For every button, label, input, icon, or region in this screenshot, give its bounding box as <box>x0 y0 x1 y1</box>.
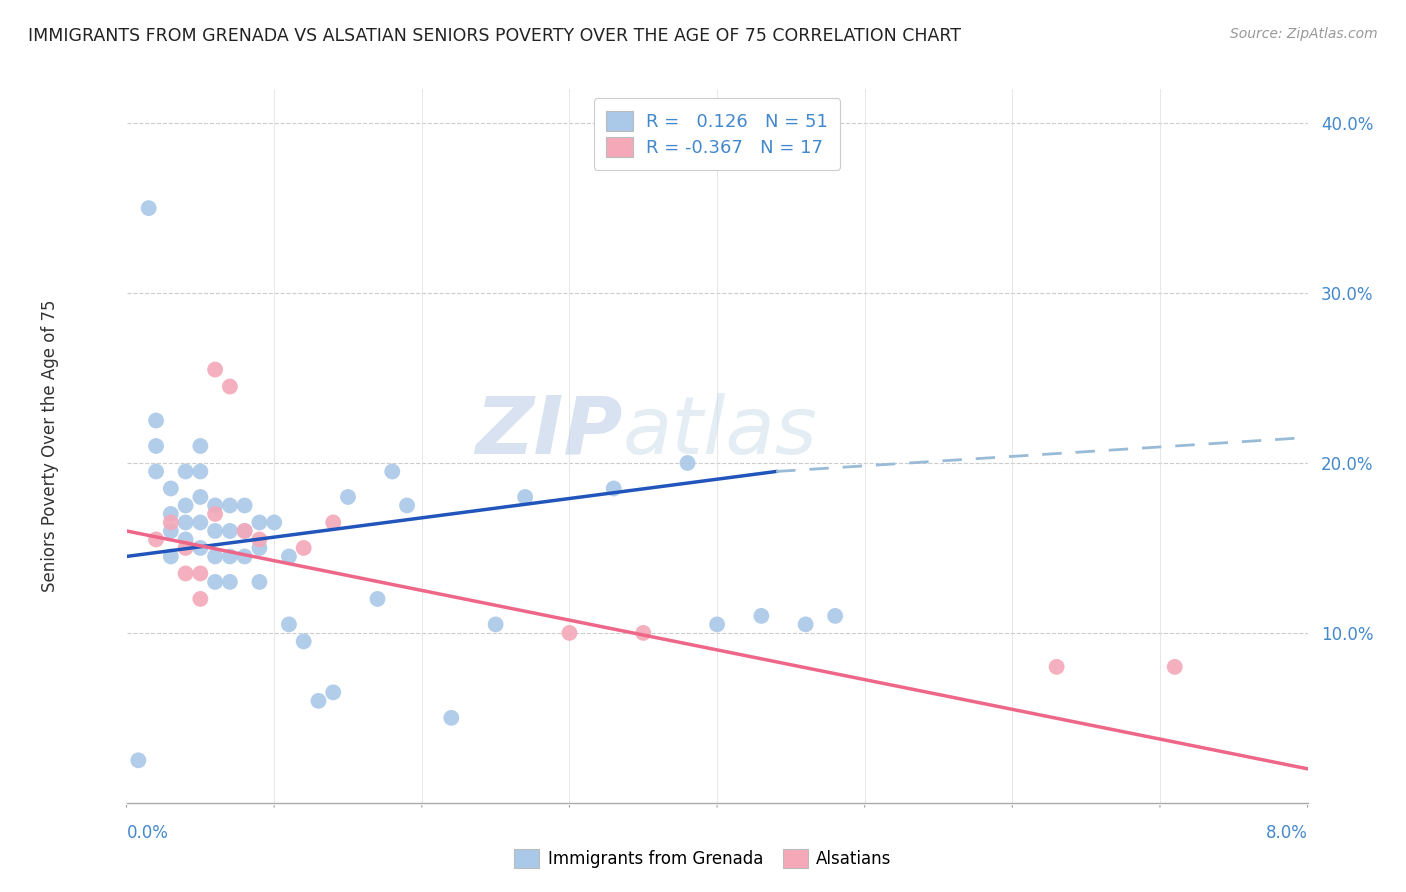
Text: atlas: atlas <box>623 392 817 471</box>
Point <box>322 516 344 530</box>
Point <box>160 549 183 564</box>
Point <box>396 499 419 513</box>
Point <box>247 541 270 555</box>
Point <box>160 524 183 538</box>
Point <box>558 626 581 640</box>
Point <box>145 465 167 479</box>
Point <box>174 465 197 479</box>
Point <box>174 499 197 513</box>
Point <box>278 617 301 632</box>
Legend: R =   0.126   N = 51, R = -0.367   N = 17: R = 0.126 N = 51, R = -0.367 N = 17 <box>593 98 841 169</box>
Point <box>603 482 626 496</box>
Point <box>204 362 226 376</box>
Point <box>292 541 315 555</box>
Point <box>188 516 211 530</box>
Point <box>174 566 197 581</box>
Point <box>219 379 242 393</box>
Point <box>337 490 360 504</box>
Point <box>145 439 167 453</box>
Point <box>440 711 463 725</box>
Point <box>233 549 256 564</box>
Point <box>188 591 211 606</box>
Point <box>188 541 211 555</box>
Point <box>204 499 226 513</box>
Point <box>174 533 197 547</box>
Point <box>307 694 329 708</box>
Point <box>233 524 256 538</box>
Point <box>219 524 242 538</box>
Point <box>1045 660 1069 674</box>
Point <box>188 465 211 479</box>
Point <box>247 516 270 530</box>
Point <box>138 201 160 215</box>
Point <box>174 541 197 555</box>
Point <box>188 566 211 581</box>
Point <box>322 685 344 699</box>
Point <box>145 413 167 427</box>
Point <box>188 439 211 453</box>
Point <box>676 456 699 470</box>
Point <box>751 608 773 623</box>
Point <box>160 507 183 521</box>
Point <box>204 549 226 564</box>
Point <box>204 524 226 538</box>
Text: IMMIGRANTS FROM GRENADA VS ALSATIAN SENIORS POVERTY OVER THE AGE OF 75 CORRELATI: IMMIGRANTS FROM GRENADA VS ALSATIAN SENI… <box>28 27 962 45</box>
Point <box>233 524 256 538</box>
Point <box>247 533 270 547</box>
Point <box>145 533 167 547</box>
Point <box>1164 660 1187 674</box>
Text: Source: ZipAtlas.com: Source: ZipAtlas.com <box>1230 27 1378 41</box>
Point <box>247 574 270 589</box>
Point <box>366 591 388 606</box>
Point <box>160 516 183 530</box>
Point <box>794 617 817 632</box>
Point <box>219 574 242 589</box>
Point <box>278 549 301 564</box>
Point <box>484 617 508 632</box>
Text: Seniors Poverty Over the Age of 75: Seniors Poverty Over the Age of 75 <box>41 300 59 592</box>
Point <box>515 490 537 504</box>
Point <box>633 626 655 640</box>
Point <box>263 516 285 530</box>
Point <box>381 465 404 479</box>
Point <box>706 617 728 632</box>
Text: ZIP: ZIP <box>475 392 623 471</box>
Point <box>219 549 242 564</box>
Point <box>188 490 211 504</box>
Point <box>127 753 149 767</box>
Text: 8.0%: 8.0% <box>1265 824 1308 842</box>
Point <box>204 574 226 589</box>
Legend: Immigrants from Grenada, Alsatians: Immigrants from Grenada, Alsatians <box>508 843 898 875</box>
Point <box>233 499 256 513</box>
Point <box>824 608 846 623</box>
Point <box>219 499 242 513</box>
Text: 0.0%: 0.0% <box>127 824 169 842</box>
Point <box>204 507 226 521</box>
Point <box>160 482 183 496</box>
Point <box>174 516 197 530</box>
Point <box>292 634 315 648</box>
